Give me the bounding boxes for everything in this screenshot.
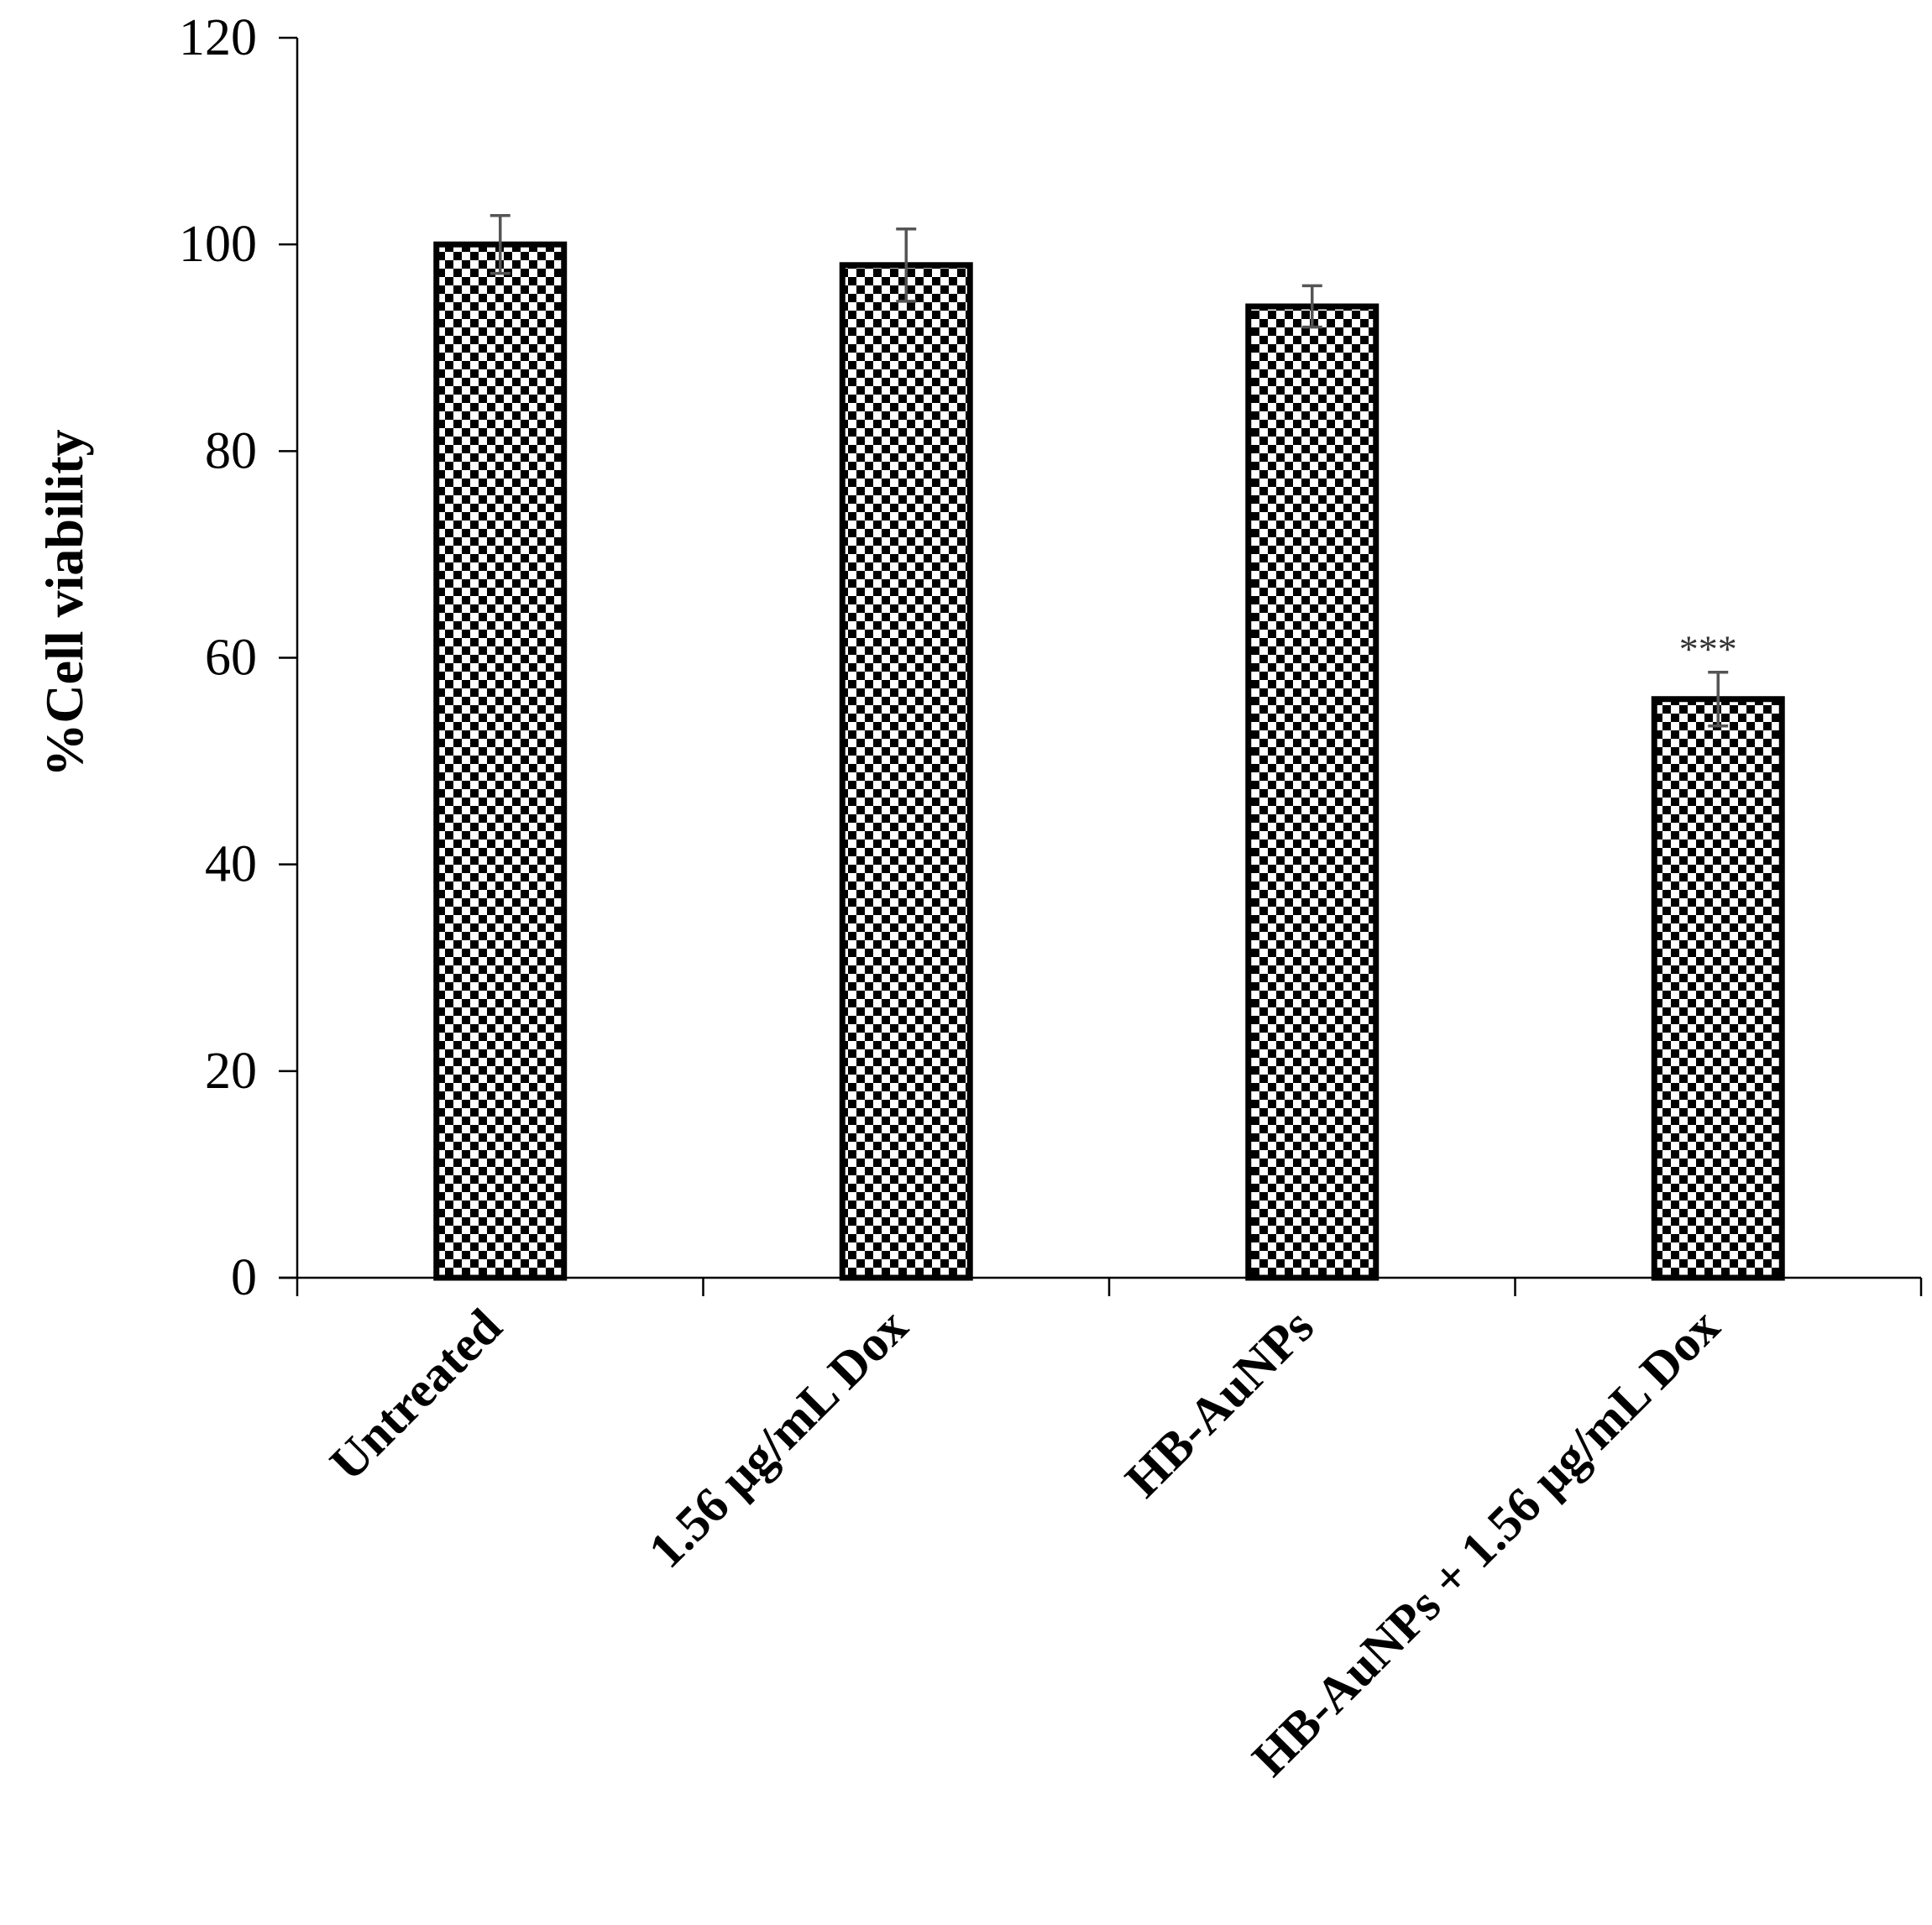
bars xyxy=(433,213,1785,1281)
y-tick-label: 100 xyxy=(179,216,257,273)
y-tick-label: 60 xyxy=(205,630,257,687)
bar-1 xyxy=(433,241,568,1281)
y-tick-label: 80 xyxy=(205,422,257,479)
y-tick-label: 0 xyxy=(231,1249,257,1306)
category-label-3: HB-AuNPs xyxy=(1115,1299,1324,1508)
category-label-1: Untreated xyxy=(319,1299,512,1492)
significance-annotation: *** xyxy=(1679,628,1737,671)
bar-3 xyxy=(1245,303,1380,1281)
y-tick-label: 20 xyxy=(205,1043,257,1100)
category-label-4: HB-AuNPs + 1.56 μg/mL Dox xyxy=(1242,1299,1730,1787)
y-axis-title: %Cell viability xyxy=(34,429,94,777)
bar-2 xyxy=(839,262,973,1281)
y-tick-label: 40 xyxy=(205,836,257,893)
bar-4 xyxy=(1651,696,1785,1281)
category-label-2: 1.56 μg/mL Dox xyxy=(638,1299,919,1579)
y-tick-label: 120 xyxy=(179,9,257,66)
